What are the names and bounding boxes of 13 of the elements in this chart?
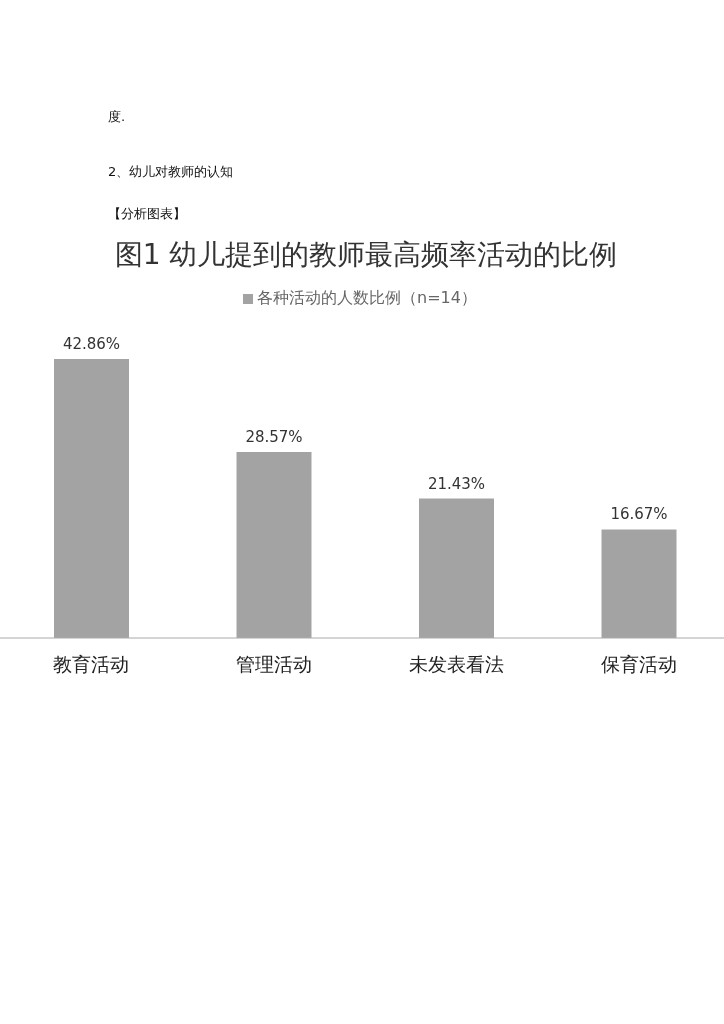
data-label: 16.67%: [610, 505, 668, 524]
data-label: 28.57%: [245, 428, 303, 447]
data-label: 42.86%: [62, 335, 121, 353]
text: 2、幼儿对教师的认知: [108, 163, 234, 181]
data-label: 21.43%: [427, 474, 486, 493]
x-tick-label: 管理活动: [235, 653, 312, 676]
text: 【分析图表】: [108, 205, 186, 223]
x-tick-label: 教育活动: [53, 653, 130, 676]
chart-title: 图1 幼儿提到的教师最高频率活动的比例: [113, 237, 619, 273]
x-tick-label: 保育活动: [600, 653, 677, 676]
x-tick-label: 未发表看法: [408, 653, 504, 676]
legend-label: 各种活动的人数比例（n=14）: [257, 288, 477, 307]
text: 度.: [108, 108, 126, 126]
